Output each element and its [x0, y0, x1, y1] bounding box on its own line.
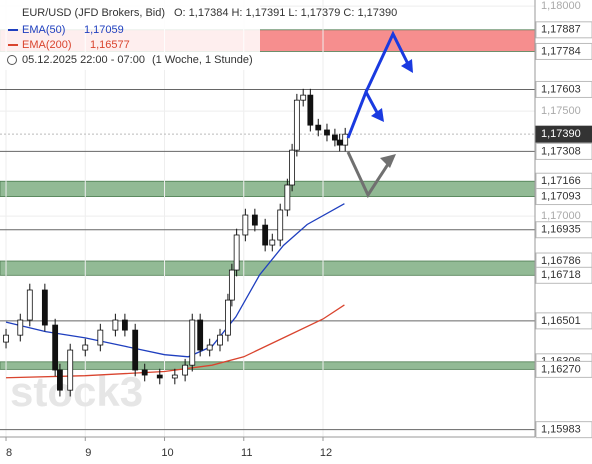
price-label: 1,17887 [541, 24, 581, 36]
candle-body [269, 239, 276, 246]
blue-arrow [364, 30, 412, 93]
candle-body [17, 319, 24, 336]
candle-body [156, 374, 163, 379]
price-label: 1,16935 [541, 224, 581, 236]
price-label-box [535, 42, 592, 60]
candle-body [242, 214, 249, 236]
watermark: stock3 [10, 368, 143, 415]
candle-body [189, 319, 196, 366]
candle-body [336, 139, 343, 146]
price-label-box [535, 221, 592, 239]
candle-body [141, 369, 148, 376]
candle-body [251, 214, 258, 226]
candle-body [182, 364, 189, 376]
candle-body [206, 344, 213, 351]
candle-body [171, 374, 178, 379]
plot [3, 88, 349, 397]
y-tick-label: 1,17500 [541, 105, 581, 117]
candle-body [307, 94, 314, 126]
candle-body [289, 149, 296, 186]
candle-body [121, 319, 128, 331]
price-label-box [535, 142, 592, 160]
candle-body [228, 269, 235, 301]
candle-body [277, 209, 284, 241]
candle-body [57, 369, 63, 391]
legend-label: EMA(50) [22, 24, 65, 36]
price-label: 1,17603 [541, 83, 581, 95]
candle-body [41, 289, 48, 326]
price-label-box [535, 21, 592, 39]
price-label-box [535, 188, 592, 206]
candle-body [300, 94, 307, 101]
gray-arrowhead [380, 154, 396, 168]
candle-body [332, 134, 338, 141]
header-background [0, 0, 260, 70]
price-label-box [535, 421, 592, 439]
ohlc-text: O: 1,17384 H: 1,17391 L: 1,17379 C: 1,17… [174, 7, 397, 19]
price-label: 1,17166 [541, 175, 581, 187]
candle-body [3, 334, 9, 343]
candle-body [52, 324, 59, 371]
candle-body [262, 224, 269, 246]
candle-body [233, 234, 240, 271]
chart-title: EUR/USD (JFD Brokers, Bid) [22, 7, 165, 19]
interval: (1 Woche, 1 Stunde) [152, 54, 253, 66]
candle-body [197, 319, 204, 351]
legend-label: EMA(200) [22, 39, 72, 51]
x-tick-label: 8 [6, 447, 12, 459]
candle-body [324, 129, 330, 136]
price-label-box [535, 125, 592, 143]
candle-body [26, 289, 33, 321]
candle-body [342, 133, 349, 146]
price-label: 1,16718 [541, 269, 581, 281]
candle-body [315, 124, 322, 131]
candle-body [97, 329, 104, 346]
legend-value: 1,17059 [84, 24, 124, 36]
candle-body [293, 99, 300, 151]
price-label-box [535, 80, 592, 98]
candle-body [67, 349, 74, 391]
candle-body [284, 184, 291, 211]
x-tick-label: 10 [161, 447, 173, 459]
price-label: 1,17784 [541, 45, 581, 57]
legend-value: 1,16577 [90, 39, 130, 51]
y-tick-label: 1,17000 [541, 210, 581, 222]
price-label: 1,17308 [541, 145, 581, 157]
blue-arrowhead [401, 59, 413, 73]
x-tick-label: 11 [241, 447, 252, 459]
price-label: 1,16270 [541, 363, 581, 375]
x-tick-label: 9 [85, 447, 91, 459]
candle-body [225, 299, 231, 336]
ema-line [6, 304, 345, 379]
y-tick-label: 1,18000 [541, 0, 581, 12]
price-label: 1,16786 [541, 255, 581, 267]
candle-body [217, 334, 223, 346]
candle-body [82, 344, 89, 351]
price-label: 1,16501 [541, 315, 581, 327]
price-label: 1,15983 [541, 424, 581, 436]
price-label-box [535, 360, 592, 378]
candle-body [112, 319, 119, 331]
price-label-box [535, 312, 592, 330]
clock-icon [7, 55, 17, 65]
blue-arrowhead [371, 108, 384, 122]
candle-body [132, 329, 139, 371]
x-tick-label: 12 [320, 447, 332, 459]
period: 05.12.2025 22:00 - 07:00 [22, 54, 145, 66]
price-label: 1,17093 [541, 190, 581, 202]
price-label-box [535, 266, 592, 284]
zone [0, 180, 536, 197]
price-label: 1,17390 [541, 128, 581, 140]
gray-arrow [346, 151, 394, 199]
projection-arrows [346, 30, 413, 199]
zone [0, 260, 536, 276]
